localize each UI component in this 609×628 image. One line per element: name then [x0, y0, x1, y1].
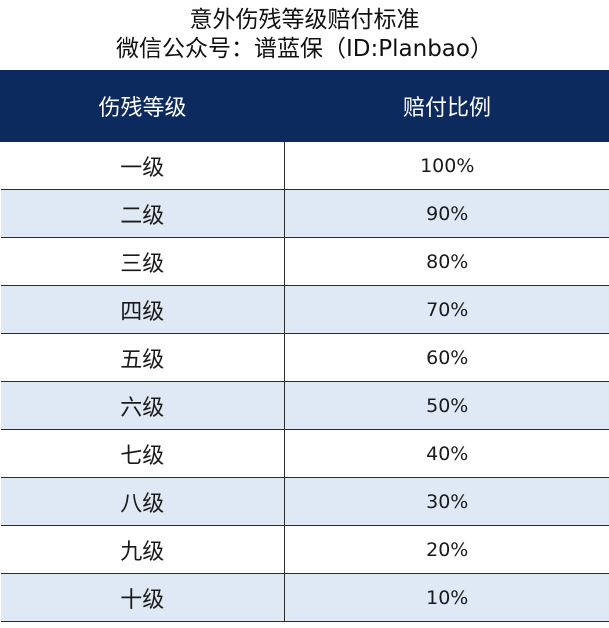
ratio-cell: 20%	[284, 525, 609, 574]
table-row: 二级 90%	[0, 189, 609, 238]
table-row: 六级 50%	[0, 381, 609, 430]
ratio-cell: 60%	[284, 333, 609, 382]
table-row: 五级 60%	[0, 333, 609, 382]
table-header-row: 伤残等级 赔付比例	[0, 70, 609, 142]
table-row: 八级 30%	[0, 477, 609, 526]
table-row: 七级 40%	[0, 429, 609, 478]
level-cell: 八级	[0, 477, 285, 526]
level-cell: 二级	[0, 189, 285, 238]
ratio-cell: 70%	[284, 285, 609, 334]
page-title: 意外伤残等级赔付标准	[189, 7, 420, 33]
level-cell: 五级	[0, 333, 285, 382]
ratio-cell: 30%	[284, 477, 609, 526]
level-cell: 六级	[0, 381, 285, 430]
page-subtitle: 微信公众号：谱蓝保（ID:Planbao）	[116, 36, 493, 62]
table-row: 一级 100%	[0, 141, 609, 190]
level-cell: 十级	[0, 573, 285, 622]
ratio-cell: 10%	[284, 573, 609, 622]
level-cell: 四级	[0, 285, 285, 334]
ratio-cell: 40%	[284, 429, 609, 478]
level-cell: 七级	[0, 429, 285, 478]
disability-payout-table: 伤残等级 赔付比例 一级 100% 二级 90% 三级 80% 四级 70% 五…	[0, 70, 609, 622]
ratio-cell: 50%	[284, 381, 609, 430]
ratio-cell: 80%	[284, 237, 609, 286]
column-header-level: 伤残等级	[0, 70, 285, 142]
level-cell: 三级	[0, 237, 285, 286]
table-row: 三级 80%	[0, 237, 609, 286]
title-block: 意外伤残等级赔付标准 微信公众号：谱蓝保（ID:Planbao）	[0, 0, 609, 70]
table-row: 十级 10%	[0, 573, 609, 622]
table-row: 四级 70%	[0, 285, 609, 334]
level-cell: 一级	[0, 141, 285, 190]
ratio-cell: 90%	[284, 189, 609, 238]
table-row: 九级 20%	[0, 525, 609, 574]
ratio-cell: 100%	[284, 141, 609, 190]
column-header-ratio: 赔付比例	[284, 70, 609, 142]
level-cell: 九级	[0, 525, 285, 574]
